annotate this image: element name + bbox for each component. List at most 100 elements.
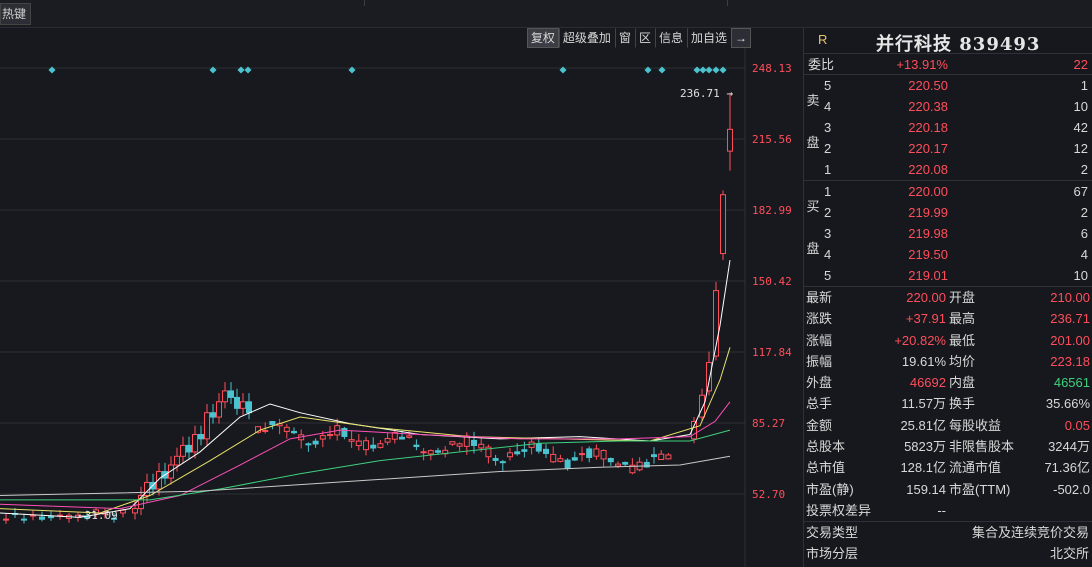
candle-body: [204, 412, 210, 440]
stat-value: --: [937, 502, 946, 518]
level-number: 2: [824, 141, 832, 156]
level-volume: 6: [1080, 226, 1088, 241]
level-price: 219.50: [908, 247, 948, 262]
toolbar-button-overlay[interactable]: 超级叠加: [558, 28, 615, 48]
hotkey-tab[interactable]: 热键: [0, 3, 31, 25]
stat-label: 外盘: [806, 375, 833, 391]
candle-body: [593, 448, 600, 457]
toolbar-button-fuquan[interactable]: 复权: [526, 28, 559, 48]
stat-value: 71.36亿: [1044, 460, 1090, 476]
bid-row[interactable]: 5 219.01 10: [804, 265, 1092, 286]
title-row: R 并行科技 839493: [804, 28, 1092, 55]
level-number: 5: [824, 78, 832, 93]
signal-marker: [244, 66, 252, 74]
stat-label: 涨跌: [806, 311, 833, 327]
candle-body: [658, 453, 665, 460]
signal-marker: [658, 66, 666, 74]
stat-row: 金额 25.81亿 每股收益 0.05: [804, 415, 1092, 436]
candle-body: [222, 390, 228, 403]
candle-body: [713, 290, 719, 357]
stat-row: 外盘 46692 内盘 46561: [804, 372, 1092, 393]
ask-row[interactable]: 1 220.08 2: [804, 159, 1092, 180]
level-number: 1: [824, 184, 832, 199]
candle-body: [607, 457, 614, 463]
toolbar-button-add-watchlist[interactable]: 加自选: [686, 28, 731, 48]
candle-body: [21, 518, 27, 521]
stat-value: 223.18: [1050, 353, 1090, 369]
level-price: 219.01: [908, 268, 948, 283]
stat-label: 总股本: [806, 439, 846, 455]
low-price-label: ←31.09: [78, 509, 118, 522]
bid-row[interactable]: 3 219.98 6: [804, 223, 1092, 244]
candle-body: [192, 433, 198, 453]
bid-block: 买盘 1 220.00 67 2 219.99 2 3 219.98 6 4 219.50 4 5 219.…: [804, 181, 1092, 287]
candle-body: [514, 451, 521, 455]
stat-value: 220.00: [906, 290, 946, 305]
divider: [727, 0, 728, 6]
candle-body: [228, 390, 234, 398]
candle-body: [720, 194, 726, 255]
bid-row[interactable]: 2 219.99 2: [804, 202, 1092, 223]
candle-body: [210, 412, 216, 418]
level-volume: 10: [1073, 99, 1088, 114]
stat-value: 5823万: [904, 439, 946, 455]
candle-body: [521, 449, 528, 452]
candle-body: [348, 439, 355, 442]
stat-value: 159.14: [906, 481, 946, 497]
ask-row[interactable]: 3 220.18 42: [804, 117, 1092, 138]
stat-label: 市盈(静): [806, 481, 854, 497]
candle-body: [406, 435, 413, 438]
stat-value: 0.05: [1064, 417, 1090, 433]
level-volume: 1: [1080, 78, 1088, 93]
bid-row[interactable]: 4 219.50 4: [804, 244, 1092, 265]
info-row: 市场分层 北交所: [804, 543, 1092, 565]
candle-body: [699, 394, 705, 418]
ask-row[interactable]: 2 220.17 12: [804, 138, 1092, 159]
stat-label: 金额: [806, 417, 833, 433]
signal-marker: [693, 66, 701, 74]
price-axis-label: 117.84: [752, 346, 792, 359]
bid-row[interactable]: 1 220.00 67: [804, 181, 1092, 202]
info-value: 北交所: [1049, 545, 1089, 561]
candle-body: [564, 459, 571, 469]
stat-value: -502.0: [1053, 481, 1090, 497]
signal-marker: [209, 66, 217, 74]
toolbar-button-window[interactable]: 窗: [614, 28, 635, 48]
stat-row: 投票权差异 --: [804, 500, 1092, 521]
candle-body: [377, 443, 384, 448]
candle-body: [435, 450, 441, 453]
level-price: 220.17: [908, 141, 948, 156]
kline-chart-area[interactable]: 248.13 215.56 182.99 150.42 117.84 85.27 52.70…: [0, 28, 803, 567]
candle-body: [571, 457, 578, 461]
level-price: 220.50: [908, 78, 948, 93]
level-price: 219.98: [908, 226, 948, 241]
candle-body: [535, 443, 542, 452]
candle-body: [622, 461, 629, 465]
toolbar-button-info[interactable]: 信息: [654, 28, 687, 48]
candle-body: [706, 362, 712, 392]
exit-button[interactable]: →: [731, 28, 751, 48]
candle-body: [499, 461, 506, 464]
kline-chart[interactable]: 248.13 215.56 182.99 150.42 117.84 85.27 52.70…: [0, 28, 803, 567]
candle-body: [399, 436, 405, 440]
price-axis-label: 248.13: [752, 62, 792, 75]
stat-label: 涨幅: [806, 332, 833, 348]
stat-value: 11.57万: [901, 396, 946, 412]
high-price-label: 236.71 →: [680, 87, 733, 100]
stat-value: +20.82%: [894, 332, 946, 348]
ask-row[interactable]: 4 220.38 10: [804, 96, 1092, 117]
ask-side-label: 卖盘: [806, 93, 820, 151]
candle-body: [413, 444, 420, 448]
stat-label: 总市值: [806, 460, 846, 476]
stat-row: 涨幅 +20.82% 最低 201.00: [804, 330, 1092, 351]
stat-value: 46692: [909, 375, 946, 391]
toolbar-button-range[interactable]: 区: [634, 28, 655, 48]
stock-title[interactable]: 并行科技 839493: [876, 34, 1041, 55]
ma60-line: [0, 429, 731, 501]
ask-row[interactable]: 5 220.50 1: [804, 75, 1092, 96]
stat-row: 最新 220.00 开盘 210.00: [804, 287, 1092, 308]
divider: [364, 0, 365, 6]
candle-body: [168, 464, 174, 479]
candle-body: [246, 401, 252, 414]
candle-body: [420, 451, 427, 454]
